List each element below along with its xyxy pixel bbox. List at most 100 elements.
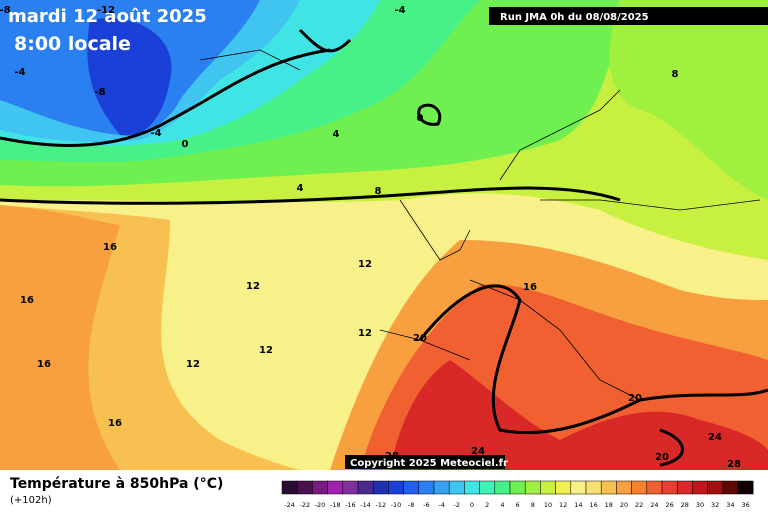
contour-label: 28 [727,459,741,470]
contour-labels: -8 -12 -4 -4 -8 -4 0 4 0 4 8 8 16 16 12 12 16 12 12 12 20 16 1… [0,5,741,470]
colorbar-cell [418,480,435,495]
colorbar-label: -18 [330,501,341,509]
colorbar-cell [464,480,480,495]
colorbar-label: 4 [500,501,504,509]
colorbar-label: -20 [315,501,326,509]
colorbar-cell [692,480,708,495]
copyright: Copyright 2025 Meteociel.fr [350,458,508,469]
contour-label: 20 [413,333,427,344]
colorbar-label: 28 [681,501,689,509]
colorbar-cell [509,480,526,495]
colorbar-cell [616,480,632,495]
contour-label: -8 [94,87,105,98]
contour-label: -8 [0,5,11,16]
colorbar-cell [372,480,389,495]
contour-label: 28 [385,451,399,462]
colorbar-label: 20 [620,501,628,509]
colorbar-cell [631,480,648,495]
colorbar-cell [555,480,572,495]
contour-label: 4 [297,183,304,194]
contour-label: 16 [523,282,537,293]
colorbar-cell [433,480,450,495]
colorbar-cell [524,480,541,495]
contour-label: 8 [672,69,679,80]
band-deepred [390,360,768,470]
colorbar-cell [737,480,754,495]
colorbar-label: -12 [375,501,386,509]
contour-label: 0 [417,113,424,124]
colorbar-label: 0 [470,501,474,509]
colorbar-label: 10 [544,501,552,509]
band-deepblue [87,18,172,136]
copyright-box [345,455,505,469]
colorbar-label: -14 [360,501,371,509]
colorbar: -24 -22 -20 -18 -16 -14 -12 -10 -8 -6 -4 -2 0 2 4 6 8 10 1… [281,480,754,509]
colorbar-cell [494,480,511,495]
colorbar-cell [448,480,465,495]
colorbar-label: 8 [531,501,535,509]
contour-label: 16 [108,418,122,429]
colorbar-label: -10 [391,501,402,509]
contour-label: 24 [708,432,722,443]
colorbar-label: 22 [635,501,643,509]
contour-label: 24 [471,446,485,457]
colorbar-label: 12 [559,501,567,509]
colorbar-label: -8 [408,501,414,509]
contour-label: 8 [375,186,382,197]
footer-title: Température à 850hPa (°C) [10,476,223,492]
colorbar-label: 16 [589,501,597,509]
colorbar-label: -16 [345,501,356,509]
footer-lead: (+102h) [10,495,52,506]
colorbar-cell [600,480,617,495]
band-east [609,0,768,200]
colorbar-label: 36 [741,501,749,509]
colorbar-cell [570,480,587,495]
contour-label: -4 [394,5,405,16]
contour-label: 4 [333,129,340,140]
run-box [489,7,768,25]
colorbar-label: -2 [454,501,460,509]
colorbar-label: 26 [665,501,673,509]
colorbar-label: -4 [438,501,444,509]
colorbar-label: 32 [711,501,719,509]
colorbar-cell [707,480,724,495]
colorbar-cell [676,480,693,495]
colorbar-cell [479,480,496,495]
date-title: mardi 12 août 2025 [8,6,207,27]
contour-label: -4 [150,128,161,139]
colorbar-cell [585,480,602,495]
colorbar-cell [357,480,374,495]
contour-label: 12 [259,345,273,356]
colorbar-label: 34 [726,501,734,509]
contour-label: 16 [20,295,34,306]
colorbar-label: 2 [485,501,489,509]
contour-label: -4 [14,67,25,78]
colorbar-cell [388,480,404,495]
contour-lines [0,28,768,467]
contour-label: 12 [186,359,200,370]
colorbar-label: 6 [516,501,520,509]
colorbar-cell [312,480,328,495]
colorbar-label: -22 [299,501,310,509]
colorbar-cell [296,480,313,495]
colorbar-cell [722,480,739,495]
colorbar-cell [327,480,344,495]
colorbar-label: -24 [284,501,295,509]
contour-label: 12 [358,328,372,339]
map [0,0,768,470]
colorbar-label: -6 [423,501,429,509]
contour-label: 16 [37,359,51,370]
colorbar-cell [342,480,359,495]
contour-label: 20 [628,393,642,404]
contour-label: 12 [358,259,372,270]
coastlines [199,49,761,401]
time-title: 8:00 locale [14,33,131,55]
colorbar-label: 30 [696,501,704,509]
contour-label: 20 [655,452,669,463]
colorbar-cell [403,480,420,495]
run-info: Run JMA 0h du 08/08/2025 [500,12,649,23]
colorbar-label: 18 [605,501,613,509]
colorbar-label: 24 [650,501,658,509]
colorbar-cell [281,480,298,495]
